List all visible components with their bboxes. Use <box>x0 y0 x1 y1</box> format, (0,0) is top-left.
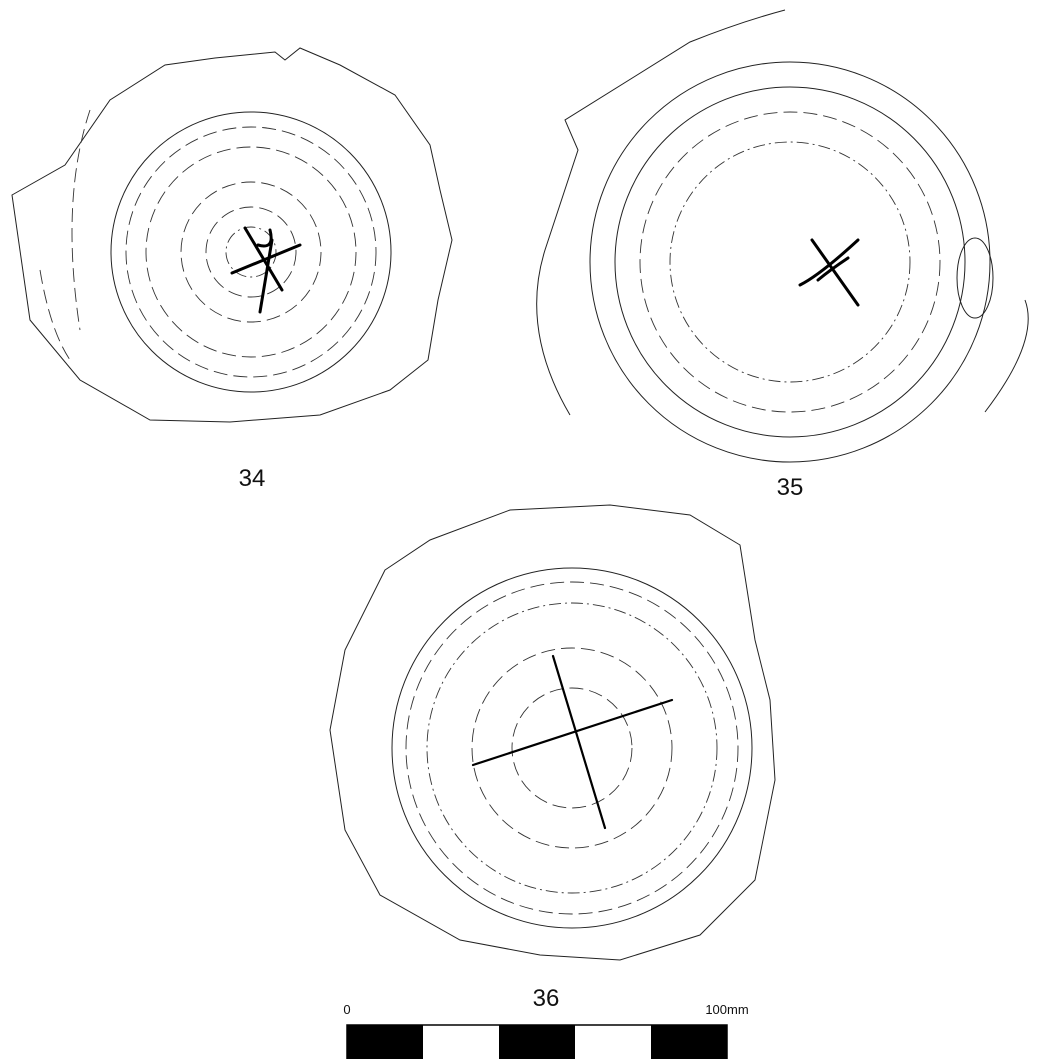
rim-circle <box>589 61 991 463</box>
scale-segment <box>499 1025 575 1059</box>
sherd-outline <box>329 504 776 961</box>
wall-line <box>39 109 91 361</box>
rim-circle <box>110 111 392 393</box>
scale-end-label: 100mm <box>705 1002 748 1017</box>
ring <box>225 226 277 278</box>
ring <box>125 126 377 378</box>
ring <box>405 581 739 915</box>
ring <box>426 602 718 894</box>
sherd-35: 35 <box>536 9 1029 501</box>
scale-start-label: 0 <box>343 1002 350 1017</box>
ring <box>145 146 357 358</box>
incised-mark <box>798 238 860 307</box>
scale-segment <box>651 1025 727 1059</box>
scale-segment <box>347 1025 423 1059</box>
figure-label: 36 <box>533 985 560 1012</box>
incised-mark <box>230 226 302 314</box>
ring <box>180 181 322 323</box>
ring <box>471 647 673 849</box>
ring <box>511 687 633 809</box>
sherd-outline <box>984 299 1029 413</box>
sherd-34: 34 <box>11 47 453 492</box>
lug <box>956 237 994 319</box>
ring <box>669 141 911 383</box>
ring <box>205 206 297 298</box>
sherd-outline <box>536 9 786 416</box>
ring <box>639 111 941 413</box>
sherd-outline <box>11 47 453 423</box>
sherd-36: 36 <box>329 504 776 1012</box>
scale-bar: 0 100mm <box>343 1002 749 1059</box>
rim-circle <box>391 567 753 929</box>
rim-circle <box>614 86 966 438</box>
incised-mark <box>471 654 674 830</box>
figure-label: 34 <box>239 465 266 492</box>
figure-label: 35 <box>777 474 804 501</box>
